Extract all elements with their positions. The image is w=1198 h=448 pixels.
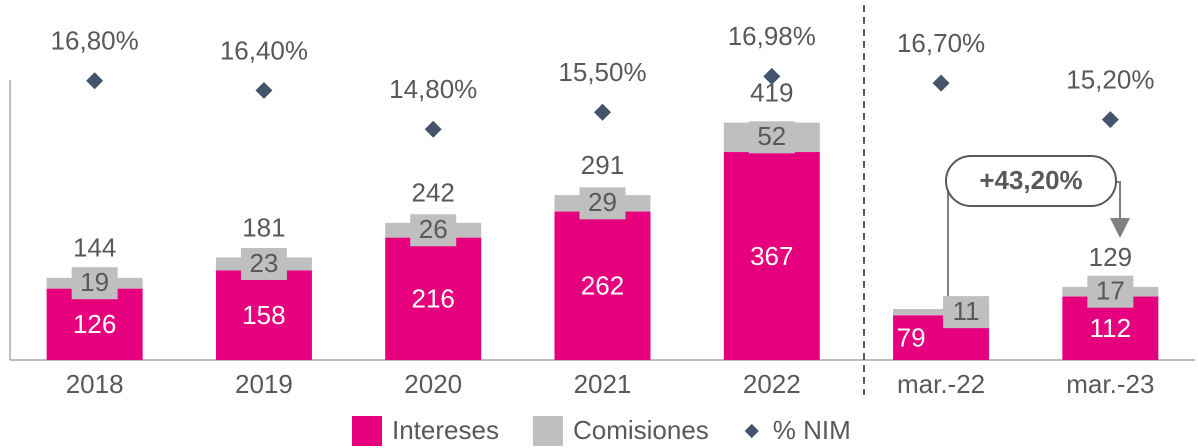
bar-label: 367 <box>750 241 793 271</box>
nim-point <box>255 81 273 99</box>
x-tick-label: 2019 <box>235 369 293 399</box>
bar-label: 19 <box>80 267 109 297</box>
bar-label: 158 <box>242 300 285 330</box>
total-label: 419 <box>750 77 793 107</box>
total-label: 129 <box>1089 242 1132 272</box>
total-label: 291 <box>581 150 624 180</box>
total-label: 181 <box>242 212 285 242</box>
bar-segment <box>385 237 482 360</box>
bar-segment <box>46 288 143 360</box>
bar-segment <box>215 270 312 360</box>
nim-label: 15,50% <box>558 57 646 87</box>
nim-point <box>86 72 104 90</box>
label-box <box>579 187 626 220</box>
legend-label: Comisiones <box>573 415 709 445</box>
x-tick-label: 2022 <box>743 369 801 399</box>
x-tick-label: 2021 <box>574 369 632 399</box>
label-box <box>943 296 990 329</box>
bar-label: 216 <box>412 284 455 314</box>
bar-segment <box>893 309 990 316</box>
nim-label: 14,80% <box>389 74 477 104</box>
bar-label: 112 <box>1090 313 1131 343</box>
label-box <box>240 247 287 280</box>
x-tick-label: mar.-22 <box>897 369 985 399</box>
annotation: +43,20% <box>979 165 1082 195</box>
bar-label: 17 <box>1096 276 1125 306</box>
bar-label: 262 <box>581 271 624 301</box>
nim-point <box>424 120 442 138</box>
x-tick-label: 2020 <box>404 369 462 399</box>
x-tick-label: mar.-23 <box>1066 369 1154 399</box>
label-box <box>71 267 118 300</box>
legend-label: % NIM <box>773 415 851 445</box>
bar-label: 26 <box>419 214 448 244</box>
bar-segment <box>723 152 820 360</box>
total-label: 242 <box>412 178 455 208</box>
bar-label: 11 <box>953 296 980 326</box>
nim-point <box>763 67 781 85</box>
legend-swatch <box>532 416 563 446</box>
label-box <box>410 214 457 247</box>
nim-label: 15,20% <box>1066 64 1154 94</box>
label-box <box>1087 275 1134 308</box>
nim-label: 16,98% <box>728 21 816 51</box>
label-box <box>748 121 795 154</box>
annotation-bubble <box>945 155 1117 207</box>
legend-label: Intereses <box>392 415 499 445</box>
x-tick-label: 2018 <box>66 369 124 399</box>
nim-label: 16,40% <box>220 35 308 65</box>
nim-point <box>594 103 611 121</box>
bar-label: 79 <box>897 322 926 352</box>
bar-segment <box>554 211 651 360</box>
legend-swatch <box>744 423 759 439</box>
legend-swatch <box>352 416 382 446</box>
nim-point <box>1101 111 1119 129</box>
nim-label: 16,70% <box>897 28 985 58</box>
bar-label: 29 <box>588 187 617 217</box>
nim-point <box>932 74 950 92</box>
nim-label: 16,80% <box>51 26 139 56</box>
bar-label: 52 <box>757 121 786 151</box>
bar-label: 126 <box>73 309 116 339</box>
total-label: 144 <box>73 233 116 263</box>
bar-label: 23 <box>249 248 278 278</box>
